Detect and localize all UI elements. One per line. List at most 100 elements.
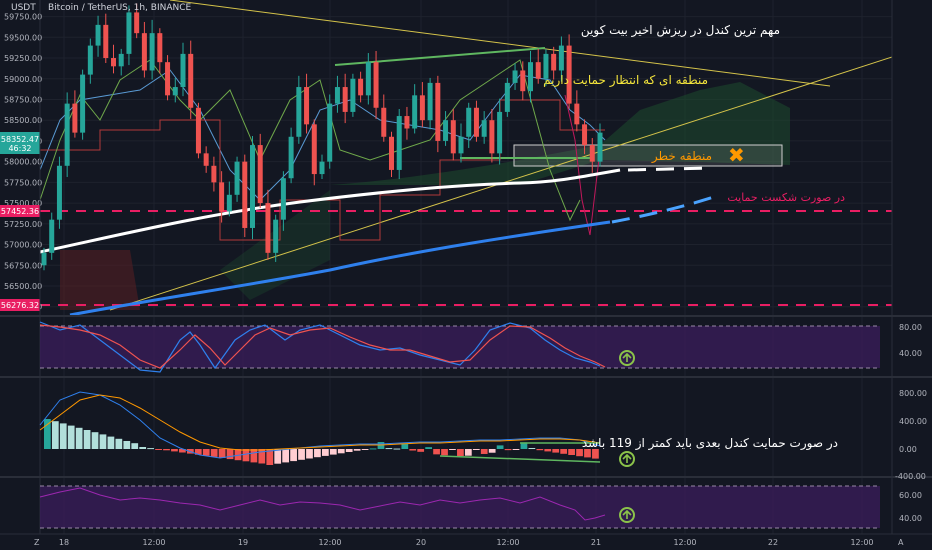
candle-body[interactable] — [551, 53, 557, 71]
candle-body[interactable] — [520, 70, 526, 92]
candle-body[interactable] — [288, 136, 294, 179]
candle-body[interactable] — [419, 95, 425, 121]
macd-bar — [369, 448, 377, 450]
candle-body[interactable] — [265, 203, 271, 253]
candle-body[interactable] — [574, 103, 580, 125]
candle-body[interactable] — [535, 62, 541, 79]
time-tick: 20 — [416, 538, 426, 547]
candle-body[interactable] — [273, 219, 279, 253]
candle-body[interactable] — [41, 252, 47, 266]
candle-body[interactable] — [597, 132, 603, 162]
candle-body[interactable] — [296, 87, 302, 137]
candle-body[interactable] — [134, 12, 140, 34]
candle-body[interactable] — [389, 136, 394, 170]
candle-body[interactable] — [234, 161, 240, 195]
candle-body[interactable] — [365, 62, 371, 96]
ichimoku-cloud — [330, 82, 790, 185]
candle-body[interactable] — [141, 33, 147, 71]
auto-scale-button[interactable]: A — [898, 538, 904, 547]
candle-body[interactable] — [582, 124, 588, 146]
candle-body[interactable] — [87, 45, 93, 75]
candle-body[interactable] — [443, 120, 449, 141]
candle-body[interactable] — [342, 87, 348, 112]
candle-body[interactable] — [458, 136, 464, 154]
candle-body[interactable] — [327, 103, 333, 162]
candle-body[interactable] — [504, 82, 510, 112]
candle-body[interactable] — [528, 62, 533, 92]
candle-body[interactable] — [242, 161, 248, 228]
candle-body[interactable] — [435, 82, 441, 141]
candle-body[interactable] — [219, 182, 225, 212]
danger-zone-box[interactable] — [513, 144, 783, 167]
candle-body[interactable] — [211, 165, 217, 183]
candle-body[interactable] — [180, 53, 186, 88]
candle-body[interactable] — [373, 62, 379, 108]
candle-body[interactable] — [188, 53, 194, 108]
candle-body[interactable] — [118, 53, 124, 67]
macd-bar — [75, 427, 83, 449]
ma-blue[interactable] — [69, 220, 611, 317]
candle-body[interactable] — [489, 120, 495, 154]
candle-body[interactable] — [450, 120, 456, 154]
candle-body[interactable] — [280, 178, 286, 220]
macd-bar — [401, 443, 409, 449]
ma-blue-projection[interactable] — [611, 193, 721, 224]
candle-body[interactable] — [250, 145, 255, 228]
candle-body[interactable] — [396, 116, 402, 170]
candle-body[interactable] — [497, 111, 503, 154]
macd-bar — [131, 443, 139, 449]
time-axis[interactable]: 18 12:00 19 12:00 20 12:00 21 12:00 22 12:00 — [59, 538, 874, 547]
macd-bar — [377, 442, 385, 449]
rsi-tick-60: 60.00 — [899, 491, 922, 500]
candle-body[interactable] — [195, 107, 201, 154]
candle-body[interactable] — [304, 87, 310, 125]
candle-body[interactable] — [311, 124, 317, 175]
candle-body[interactable] — [64, 103, 70, 166]
candle-body[interactable] — [404, 116, 410, 129]
candle-body[interactable] — [72, 103, 78, 133]
candle-body[interactable] — [257, 145, 263, 204]
candle-body[interactable] — [157, 33, 163, 63]
price-axis[interactable]: 59750.00 59500.00 59250.00 59000.00 58750.00… — [4, 13, 42, 312]
candle-body[interactable] — [149, 33, 155, 71]
macd-bar — [171, 449, 178, 452]
candle-body[interactable] — [427, 82, 433, 121]
candle-body[interactable] — [56, 165, 62, 220]
candle-body[interactable] — [473, 107, 479, 137]
price-tick: 57500.00 — [4, 199, 42, 208]
symbol-title[interactable]: Bitcoin / TetherUS, 1h, BINANCE — [48, 3, 192, 13]
candle-body[interactable] — [350, 78, 356, 112]
candle-body[interactable] — [543, 53, 549, 79]
ma-white-projection[interactable] — [627, 166, 711, 172]
candle-body[interactable] — [111, 58, 116, 67]
tz-label[interactable]: Z — [34, 538, 40, 547]
candle-body[interactable] — [358, 78, 364, 96]
candle-body[interactable] — [80, 74, 86, 133]
candle-body[interactable] — [512, 70, 518, 83]
trendline-descending[interactable] — [169, 0, 831, 87]
candle-body[interactable] — [203, 153, 209, 166]
green-top-line[interactable] — [334, 47, 546, 66]
macd-bar — [147, 448, 154, 450]
candle-body[interactable] — [481, 120, 487, 137]
candle-body[interactable] — [226, 194, 232, 212]
currency-label[interactable]: USDT — [11, 3, 36, 13]
ma-white[interactable] — [39, 168, 621, 254]
candle-body[interactable] — [412, 95, 418, 129]
candle-body[interactable] — [334, 87, 340, 104]
candle-body[interactable] — [165, 62, 171, 96]
candle-body[interactable] — [319, 161, 325, 175]
candle-body[interactable] — [566, 45, 572, 104]
candle-body[interactable] — [172, 87, 178, 96]
candles[interactable] — [41, 3, 603, 271]
macd-histogram[interactable] — [44, 419, 599, 465]
candle-body[interactable] — [103, 24, 109, 59]
candle-body[interactable] — [381, 107, 387, 137]
candle-body[interactable] — [49, 219, 55, 253]
candle-body[interactable] — [466, 107, 472, 137]
candle-body[interactable] — [126, 12, 132, 54]
candle-body[interactable] — [95, 24, 101, 46]
candle-body[interactable] — [589, 145, 595, 162]
candle-body[interactable] — [558, 45, 564, 71]
